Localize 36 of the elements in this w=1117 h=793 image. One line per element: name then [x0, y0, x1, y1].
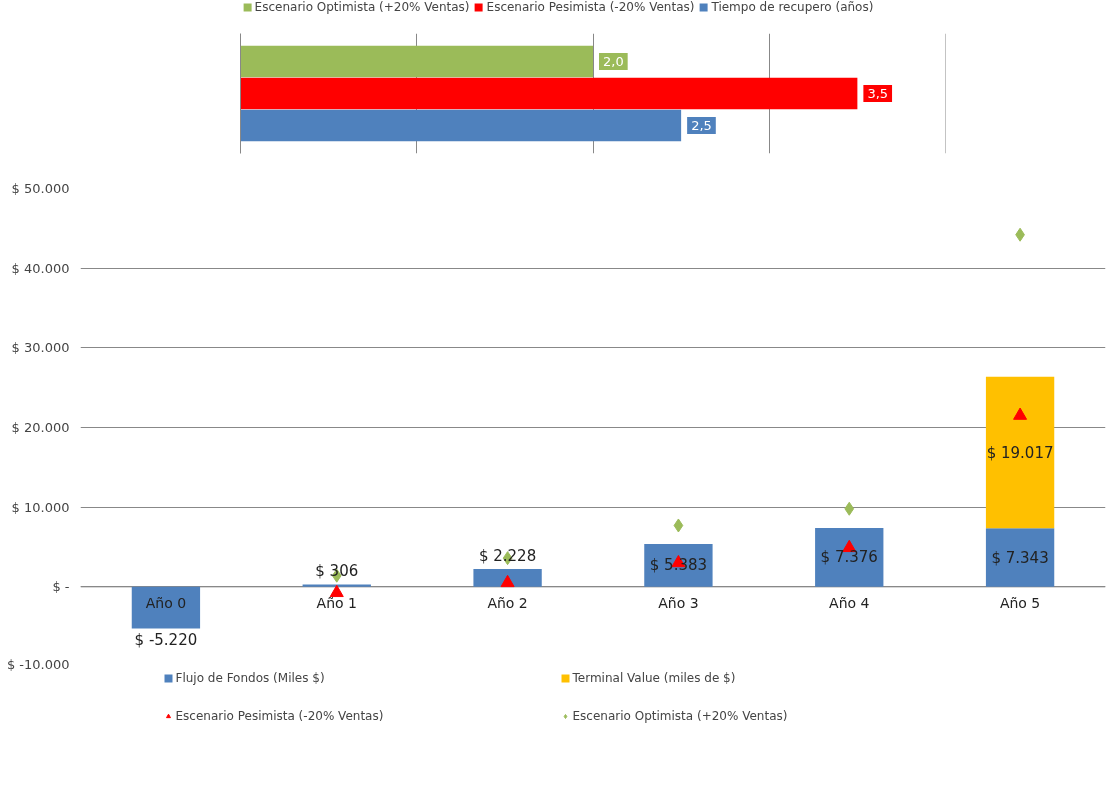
y-tick-label: $ 20.000 [11, 420, 70, 435]
bar [644, 543, 713, 587]
y-tick-label: $ -10.000 [6, 656, 70, 672]
x-tick-label: Año 3 [658, 594, 699, 611]
data-label: 3,5 [867, 86, 889, 101]
x-tick-label: Año 0 [145, 594, 187, 611]
legend-label: Terminal Value (miles de $) [572, 671, 737, 685]
y-tick-label: $ 40.000 [11, 260, 70, 276]
legend-label: Escenario Pesimista (-20% Ventas) [175, 709, 385, 723]
data-label: 2,5 [691, 118, 712, 133]
bar [473, 569, 542, 587]
legend-label: Flujo de Fondos (Miles $) [175, 671, 326, 685]
data-label: $ -5.220 [134, 631, 198, 650]
bar [985, 528, 1055, 587]
legend-label: Tiempo de recupero (años) [711, 0, 874, 14]
x-tick-label: Año 2 [487, 594, 528, 611]
data-label: $ 7.376 [820, 548, 878, 567]
data-label: $ 5.383 [649, 556, 708, 575]
x-tick-label: Año 5 [999, 594, 1041, 611]
data-label: $ 306 [315, 562, 359, 581]
legend-label: Escenario Optimista (+20% Ventas) [254, 0, 470, 14]
bar [985, 376, 1055, 529]
y-tick-label: $ - [52, 579, 70, 595]
y-tick-label: $ 10.000 [11, 499, 70, 515]
y-tick-label: $ 30.000 [11, 340, 70, 356]
bar [815, 528, 884, 587]
x-tick-label: Año 4 [829, 594, 870, 611]
x-tick-label: Año 1 [316, 594, 357, 611]
data-label: 2,0 [603, 54, 624, 69]
bar [302, 584, 371, 587]
data-label: $ 19.017 [986, 443, 1054, 462]
legend-label: Escenario Optimista (+20% Ventas) [572, 709, 789, 723]
y-tick-label: $ 50.000 [11, 181, 70, 196]
legend-label: Escenario Pesimista (-20% Ventas) [486, 0, 695, 14]
bar [131, 586, 201, 629]
data-label: $ 7.343 [991, 548, 1049, 567]
